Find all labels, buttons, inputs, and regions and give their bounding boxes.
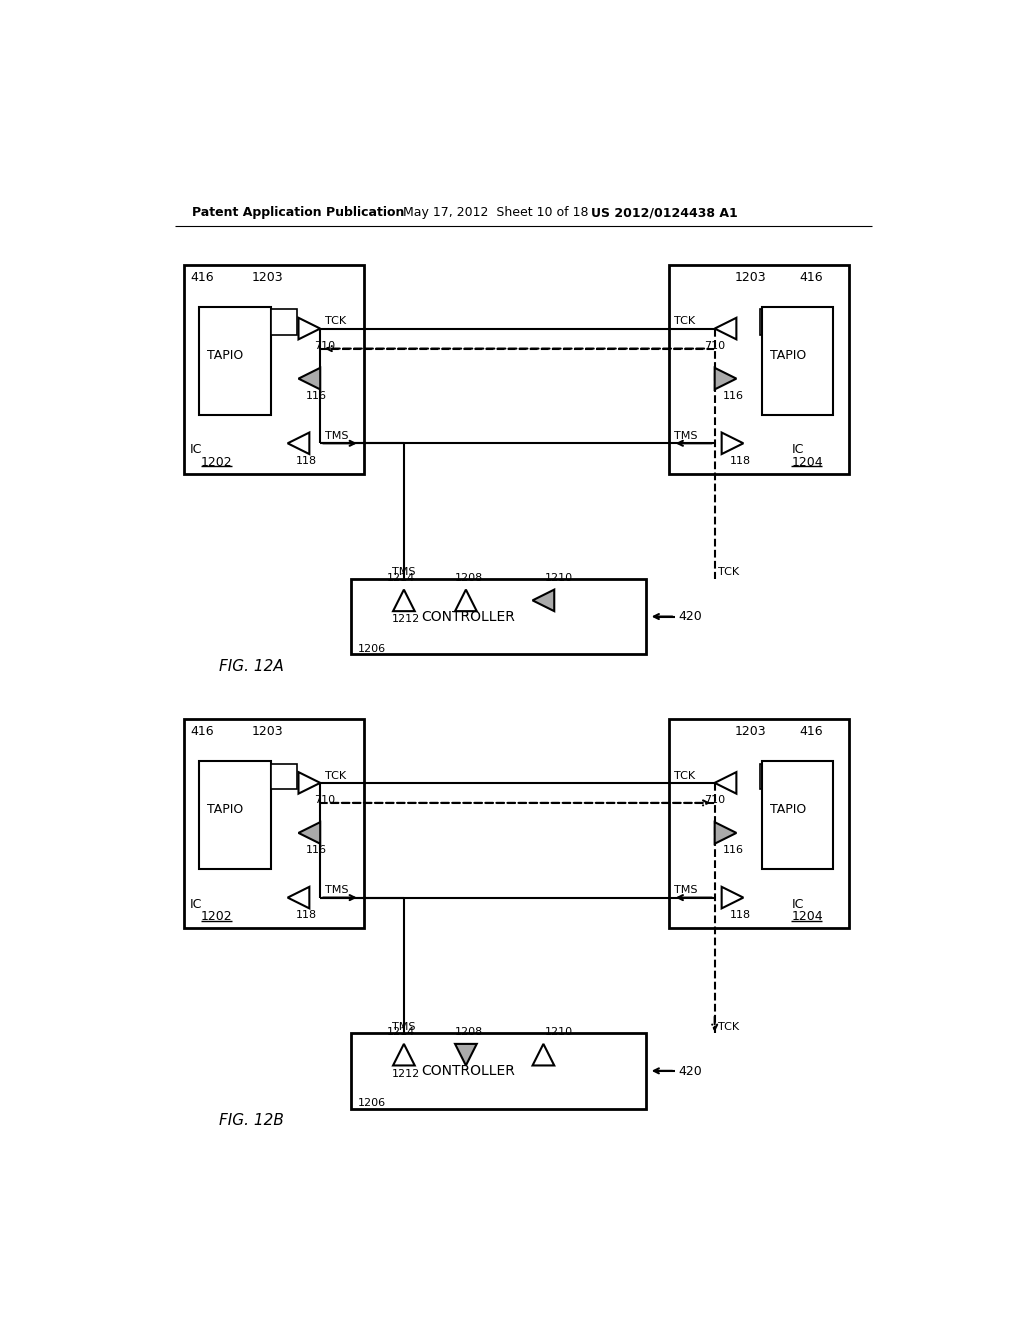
Text: 710: 710 <box>314 795 335 805</box>
Text: 1203: 1203 <box>252 271 284 284</box>
Bar <box>761 763 786 789</box>
Text: TCK: TCK <box>675 771 695 780</box>
Bar <box>271 309 297 335</box>
Polygon shape <box>715 368 736 389</box>
Bar <box>762 762 834 869</box>
Text: TAPIO: TAPIO <box>207 348 244 362</box>
Text: 1206: 1206 <box>357 1098 385 1107</box>
Text: 116: 116 <box>306 391 328 401</box>
Polygon shape <box>532 1044 554 1065</box>
Text: 1210: 1210 <box>545 1027 573 1038</box>
Bar <box>761 309 786 335</box>
Text: 710: 710 <box>703 341 725 351</box>
Polygon shape <box>393 1044 415 1065</box>
Text: 1210: 1210 <box>545 573 573 582</box>
Text: 1202: 1202 <box>201 455 232 469</box>
Text: US 2012/0124438 A1: US 2012/0124438 A1 <box>592 206 738 219</box>
Bar <box>200 762 270 869</box>
Text: IC: IC <box>792 898 804 911</box>
Text: 116: 116 <box>722 845 743 855</box>
Text: FIG. 12A: FIG. 12A <box>219 659 285 675</box>
Text: 1212: 1212 <box>391 1069 420 1078</box>
Text: 420: 420 <box>678 610 702 623</box>
Text: 116: 116 <box>722 391 743 401</box>
Bar <box>762 308 834 414</box>
Text: 1204: 1204 <box>792 455 823 469</box>
Text: 118: 118 <box>729 909 751 920</box>
Text: 116: 116 <box>306 845 328 855</box>
Polygon shape <box>715 318 736 339</box>
Polygon shape <box>288 887 309 908</box>
Text: 1206: 1206 <box>357 644 385 653</box>
Text: TMS: TMS <box>391 568 415 577</box>
Polygon shape <box>715 772 736 793</box>
Text: TMS: TMS <box>325 430 348 441</box>
Text: IC: IC <box>190 444 203 457</box>
Polygon shape <box>722 887 743 908</box>
Bar <box>271 763 297 789</box>
Text: 416: 416 <box>190 271 214 284</box>
Text: 1212: 1212 <box>391 614 420 624</box>
Text: TCK: TCK <box>718 568 739 577</box>
Bar <box>183 719 364 928</box>
Text: TCK: TCK <box>718 1022 739 1031</box>
Text: 416: 416 <box>799 725 822 738</box>
Polygon shape <box>393 590 415 611</box>
Text: 1214: 1214 <box>387 1027 415 1038</box>
Text: 118: 118 <box>295 909 316 920</box>
Text: CONTROLLER: CONTROLLER <box>421 610 515 623</box>
Bar <box>351 1034 646 1109</box>
Text: TMS: TMS <box>675 886 698 895</box>
Polygon shape <box>715 822 736 843</box>
Text: 1208: 1208 <box>455 1027 483 1038</box>
Text: 420: 420 <box>678 1065 702 1077</box>
Text: IC: IC <box>792 444 804 457</box>
Text: 710: 710 <box>703 795 725 805</box>
Text: TMS: TMS <box>391 1022 415 1031</box>
Polygon shape <box>299 822 321 843</box>
Polygon shape <box>722 433 743 454</box>
Text: TCK: TCK <box>675 317 695 326</box>
Bar <box>200 308 270 414</box>
Polygon shape <box>455 1044 477 1065</box>
Polygon shape <box>455 590 477 611</box>
Text: 710: 710 <box>314 341 335 351</box>
Text: 1203: 1203 <box>252 725 284 738</box>
Bar <box>183 264 364 474</box>
Text: IC: IC <box>190 898 203 911</box>
Polygon shape <box>288 433 309 454</box>
Text: Patent Application Publication: Patent Application Publication <box>191 206 403 219</box>
Text: May 17, 2012  Sheet 10 of 18: May 17, 2012 Sheet 10 of 18 <box>403 206 589 219</box>
Text: 118: 118 <box>295 455 316 466</box>
Text: TCK: TCK <box>325 317 346 326</box>
Text: 416: 416 <box>190 725 214 738</box>
Text: 1203: 1203 <box>735 725 766 738</box>
Text: 118: 118 <box>729 455 751 466</box>
Text: TAPIO: TAPIO <box>770 804 806 816</box>
Text: 1208: 1208 <box>455 573 483 582</box>
Polygon shape <box>299 368 321 389</box>
Bar <box>669 264 849 474</box>
Text: 416: 416 <box>799 271 822 284</box>
Text: TAPIO: TAPIO <box>770 348 806 362</box>
Bar <box>669 719 849 928</box>
Polygon shape <box>299 318 321 339</box>
Text: CONTROLLER: CONTROLLER <box>421 1064 515 1078</box>
Text: FIG. 12B: FIG. 12B <box>219 1113 285 1129</box>
Polygon shape <box>299 772 321 793</box>
Text: 1204: 1204 <box>792 909 823 923</box>
Text: 1203: 1203 <box>735 271 766 284</box>
Polygon shape <box>532 590 554 611</box>
Text: TAPIO: TAPIO <box>207 804 244 816</box>
Text: TMS: TMS <box>325 886 348 895</box>
Text: TMS: TMS <box>675 430 698 441</box>
Text: TCK: TCK <box>325 771 346 780</box>
Text: 1202: 1202 <box>201 909 232 923</box>
Text: 1214: 1214 <box>387 573 415 582</box>
Bar <box>351 578 646 655</box>
